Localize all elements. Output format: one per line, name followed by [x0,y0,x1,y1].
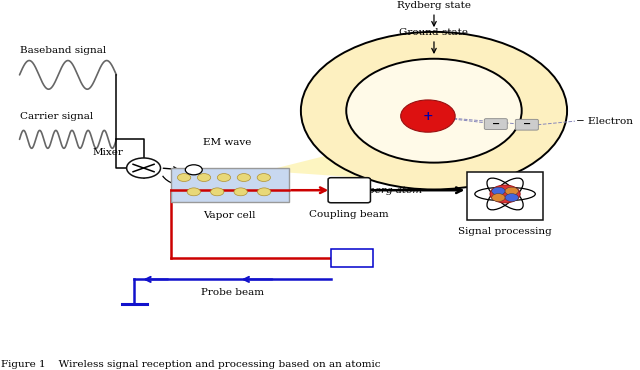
Circle shape [218,174,230,181]
Text: − Electron: − Electron [576,117,633,126]
FancyBboxPatch shape [484,119,508,130]
Circle shape [257,188,271,196]
Circle shape [187,188,200,196]
Circle shape [374,75,494,146]
Text: Baseband signal: Baseband signal [20,46,106,55]
FancyBboxPatch shape [331,249,374,266]
Circle shape [401,100,455,132]
Text: Carrier signal: Carrier signal [20,112,93,121]
Text: −: − [523,120,531,129]
Circle shape [211,188,224,196]
Text: Laser: Laser [337,253,367,262]
Circle shape [257,174,271,181]
Text: Rydberg state: Rydberg state [397,1,471,10]
Circle shape [127,158,161,178]
Circle shape [492,187,505,195]
Polygon shape [224,118,474,178]
Circle shape [301,32,567,189]
Circle shape [237,174,250,181]
FancyBboxPatch shape [328,178,371,203]
Circle shape [186,165,202,175]
Circle shape [490,185,520,203]
Circle shape [505,187,518,195]
Text: Figure 1    Wireless signal reception and processing based on an atomic: Figure 1 Wireless signal reception and p… [1,360,381,369]
Text: PD: PD [341,185,358,195]
Text: EM wave: EM wave [203,138,252,147]
Text: Probe beam: Probe beam [202,288,264,297]
Circle shape [492,194,505,202]
Text: Vapor cell: Vapor cell [204,211,256,220]
Text: Rydberg atom: Rydberg atom [348,186,422,195]
FancyBboxPatch shape [171,168,289,202]
Text: Mixer: Mixer [93,148,124,158]
Text: Coupling beam: Coupling beam [310,210,389,219]
FancyBboxPatch shape [515,120,538,130]
Circle shape [234,188,247,196]
Text: Ground state: Ground state [399,28,468,37]
Text: Signal processing: Signal processing [458,227,552,236]
Text: −: − [492,120,500,128]
Circle shape [197,174,211,181]
Circle shape [505,194,518,202]
Text: Nuclei: Nuclei [443,97,477,106]
FancyBboxPatch shape [467,172,543,220]
Circle shape [177,174,191,181]
Circle shape [346,59,522,163]
Text: +: + [422,110,433,122]
